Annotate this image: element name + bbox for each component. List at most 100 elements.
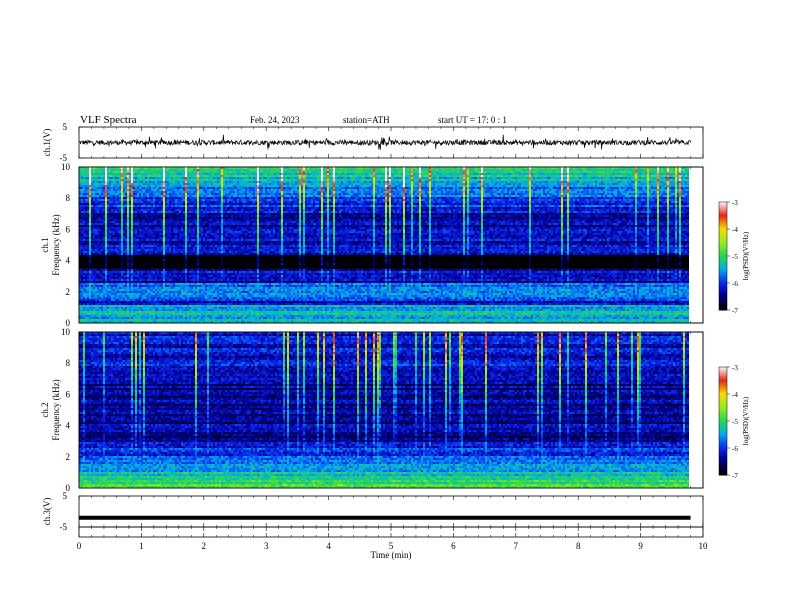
psd-cell [107,295,109,297]
psd-cell [85,239,87,241]
psd-cell [87,297,89,299]
psd-cell [83,251,85,253]
psd-cell [97,317,99,319]
psd-cell [89,221,91,223]
psd-cell [121,245,123,247]
psd-cell [83,255,85,257]
psd-cell [91,303,93,305]
psd-cell [111,223,113,225]
psd-cell [113,271,115,273]
psd-cell [91,289,93,291]
psd-cell [101,249,103,251]
psd-cell [97,199,99,201]
psd-cell [89,265,91,267]
psd-cell [121,279,123,281]
psd-cell [107,185,109,187]
psd-cell [121,231,123,233]
psd-cell [95,255,97,257]
psd-cell [111,217,113,219]
psd-cell [111,247,113,249]
psd-cell [119,289,121,291]
psd-cell [113,213,115,215]
psd-cell [103,213,105,215]
psd-cell [113,257,115,259]
psd-cell [111,309,113,311]
psd-cell [117,245,119,247]
psd-cell [115,217,117,219]
psd-cell [81,241,83,243]
psd-cell [107,309,109,311]
psd-cell [115,213,117,215]
psd-cell [109,237,111,239]
psd-cell [113,299,115,301]
psd-cell [101,275,103,277]
psd-cell [115,195,117,197]
psd-cell [93,311,95,313]
psd-cell [97,209,99,211]
psd-cell [107,197,109,199]
psd-cell [95,271,97,273]
psd-cell [85,267,87,269]
psd-cell [89,313,91,315]
psd-cell [105,255,107,257]
psd-cell [97,313,99,315]
psd-cell [105,265,107,267]
psd-cell [103,277,105,279]
psd-cell [103,233,105,235]
psd-cell [99,173,101,175]
psd-cell [105,293,107,295]
psd-cell [87,179,89,181]
psd-cell [117,177,119,179]
psd-cell [85,199,87,201]
psd-cell [103,199,105,201]
psd-cell [97,219,99,221]
psd-cell [91,249,93,251]
psd-cell [85,313,87,315]
psd-cell [85,243,87,245]
psd-cell [97,307,99,309]
psd-cell [93,217,95,219]
psd-cell [81,307,83,309]
psd-cell [85,297,87,299]
psd-cell [107,253,109,255]
psd-cell [109,191,111,193]
psd-cell [105,227,107,229]
psd-cell [117,255,119,257]
psd-cell [109,285,111,287]
psd-cell [113,279,115,281]
psd-cell [101,175,103,177]
psd-cell [111,225,113,227]
psd-cell [97,305,99,307]
psd-cell [119,187,121,189]
psd-cell [103,271,105,273]
psd-cell [97,175,99,177]
psd-cell [117,189,119,191]
psd-cell [105,307,107,309]
psd-cell [91,169,93,171]
psd-cell [93,227,95,229]
psd-cell [123,199,125,201]
ch1-waveform-trace [79,135,691,150]
psd-cell [99,221,101,223]
psd-cell [117,293,119,295]
psd-cell [97,169,99,171]
psd-cell [93,281,95,283]
psd-cell [101,221,103,223]
psd-cell [115,269,117,271]
psd-cell [111,235,113,237]
psd-cell [93,247,95,249]
psd-cell [105,311,107,313]
psd-cell [117,213,119,215]
psd-cell [97,283,99,285]
psd-cell [97,251,99,253]
psd-cell [89,227,91,229]
psd-cell [97,281,99,283]
psd-cell [89,191,91,193]
psd-cell [83,289,85,291]
psd-cell [123,219,125,221]
psd-cell [111,255,113,257]
psd-cell [121,187,123,189]
psd-cell [83,211,85,213]
psd-cell [119,259,121,261]
psd-cell [85,293,87,295]
